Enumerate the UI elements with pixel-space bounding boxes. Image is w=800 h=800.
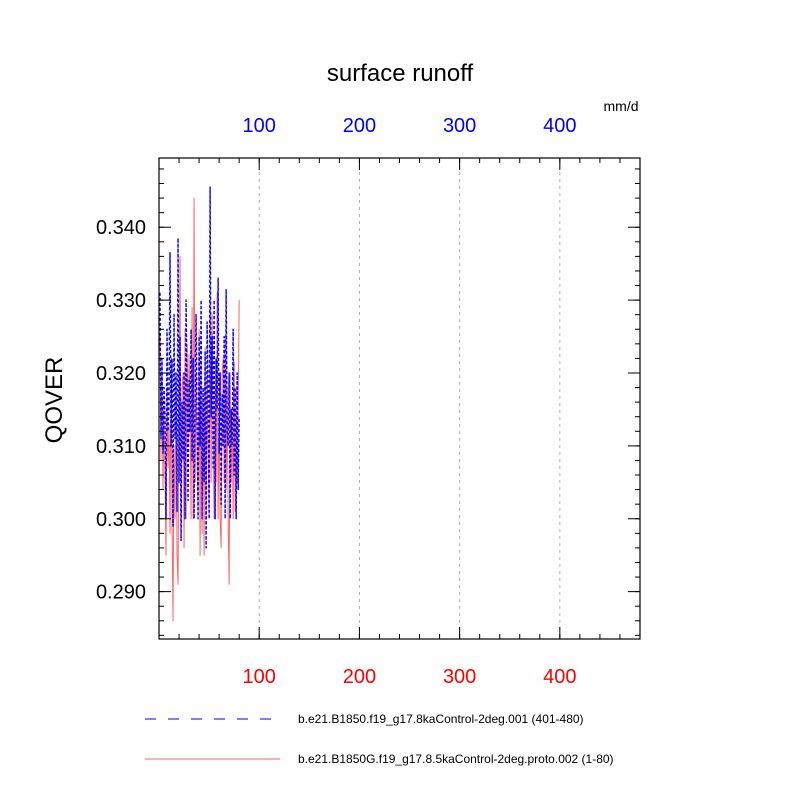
legend-label-series-1: b.e21.B1850.f19_g17.8kaControl-2deg.001 … [298,712,584,726]
y-axis-label: QOVER [41,357,68,444]
chart-title: surface runoff [327,60,474,87]
x-tick-label-bottom: 300 [443,666,476,688]
plot-frame [158,157,641,640]
legend: b.e21.B1850.f19_g17.8kaControl-2deg.001 … [145,712,614,766]
y-tick-label: 0.330 [96,290,146,312]
x-tick-label-bottom: 200 [343,666,376,688]
y-tick-label: 0.340 [96,217,146,239]
x-tick-label-top: 400 [543,115,576,137]
plot-border [158,157,641,640]
series-layer [159,186,240,622]
x-tick-label-top: 300 [443,115,476,137]
units-label: mm/d [604,98,639,114]
x-tick-label-top: 100 [243,115,276,137]
x-tick-label-bottom: 400 [543,666,576,688]
y-tick-label: 0.300 [96,509,146,531]
x-tick-label-top: 200 [343,115,376,137]
gridlines [258,158,561,639]
axis-ticks: 100 100 200 200 300 300 400 400 0.290 0.300 0.310 0… [96,115,640,688]
series-line-1 [159,186,240,549]
x-tick-label-bottom: 100 [243,666,276,688]
legend-label-series-2: b.e21.B1850G.f19_g17.8.5kaControl-2deg.p… [298,752,614,766]
y-tick-label: 0.310 [96,436,146,458]
y-tick-label: 0.320 [96,363,146,385]
y-tick-label: 0.290 [96,582,146,604]
